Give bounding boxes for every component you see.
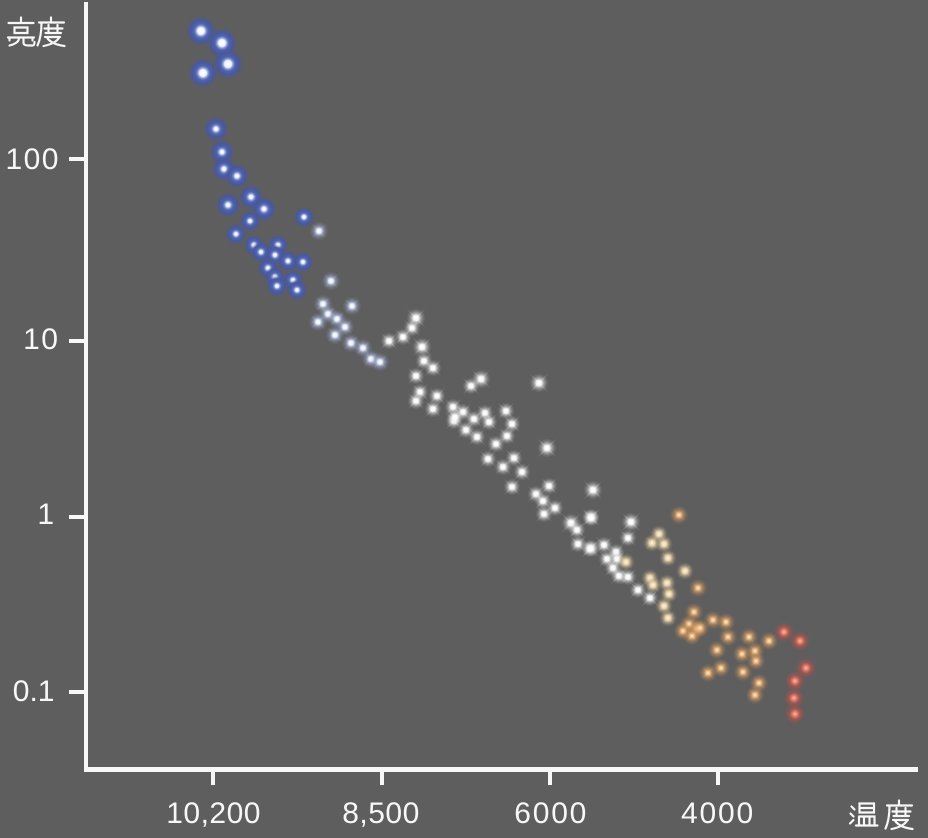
svg-text:10,200: 10,200 <box>166 797 261 830</box>
svg-text:100: 100 <box>5 143 60 176</box>
svg-text:6000: 6000 <box>514 797 588 830</box>
svg-text:4000: 4000 <box>681 797 755 830</box>
svg-text:0.1: 0.1 <box>13 675 55 708</box>
svg-text:10: 10 <box>23 323 59 356</box>
svg-text:1: 1 <box>37 498 54 531</box>
svg-text:8,500: 8,500 <box>342 797 420 830</box>
